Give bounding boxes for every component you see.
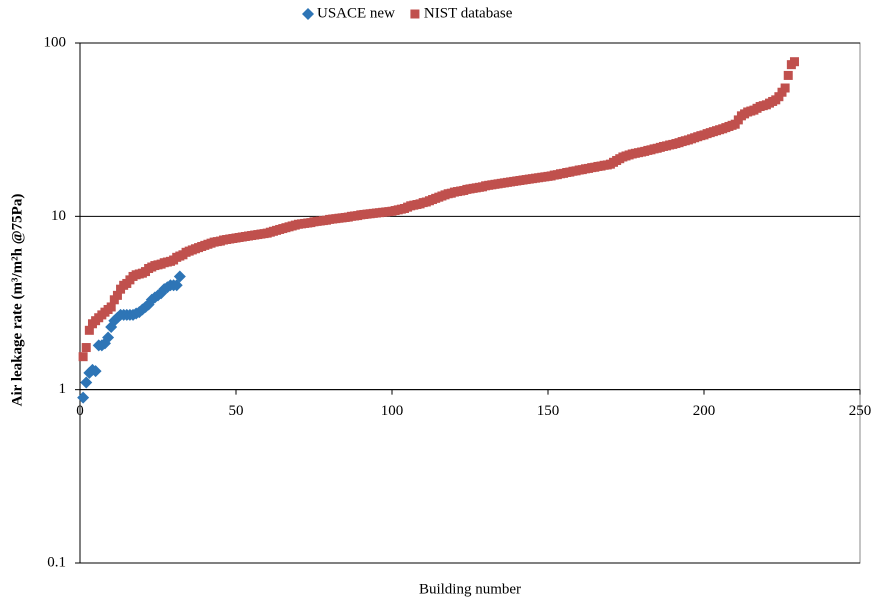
point	[89, 365, 102, 378]
y-tick-label: 10	[51, 208, 66, 224]
y-axis-title: Air leakage rate (m³/m²h @75Pa)	[9, 194, 25, 407]
point	[80, 376, 93, 389]
x-tick-label: 0	[76, 403, 84, 419]
point	[106, 302, 116, 312]
legend-label: USACE new	[317, 5, 395, 21]
point	[81, 343, 91, 353]
x-tick-label: 150	[537, 403, 560, 419]
point	[78, 352, 88, 362]
legend-label: NIST database	[424, 5, 513, 21]
x-axis-title: Building number	[419, 581, 521, 597]
x-tick-label: 50	[229, 403, 244, 419]
point	[77, 391, 90, 404]
y-tick-label: 0.1	[47, 554, 66, 570]
point	[789, 57, 799, 67]
legend-marker	[302, 8, 314, 20]
x-tick-label: 100	[381, 403, 404, 419]
legend-marker	[410, 9, 420, 19]
point	[102, 331, 115, 344]
x-tick-label: 250	[849, 403, 872, 419]
point	[783, 70, 793, 80]
point	[173, 270, 186, 283]
plot-area	[79, 42, 861, 564]
point	[112, 290, 122, 300]
y-tick-label: 1	[59, 381, 67, 397]
point	[780, 83, 790, 93]
x-tick-label: 200	[693, 403, 716, 419]
point	[84, 325, 94, 335]
y-tick-label: 100	[44, 34, 67, 50]
